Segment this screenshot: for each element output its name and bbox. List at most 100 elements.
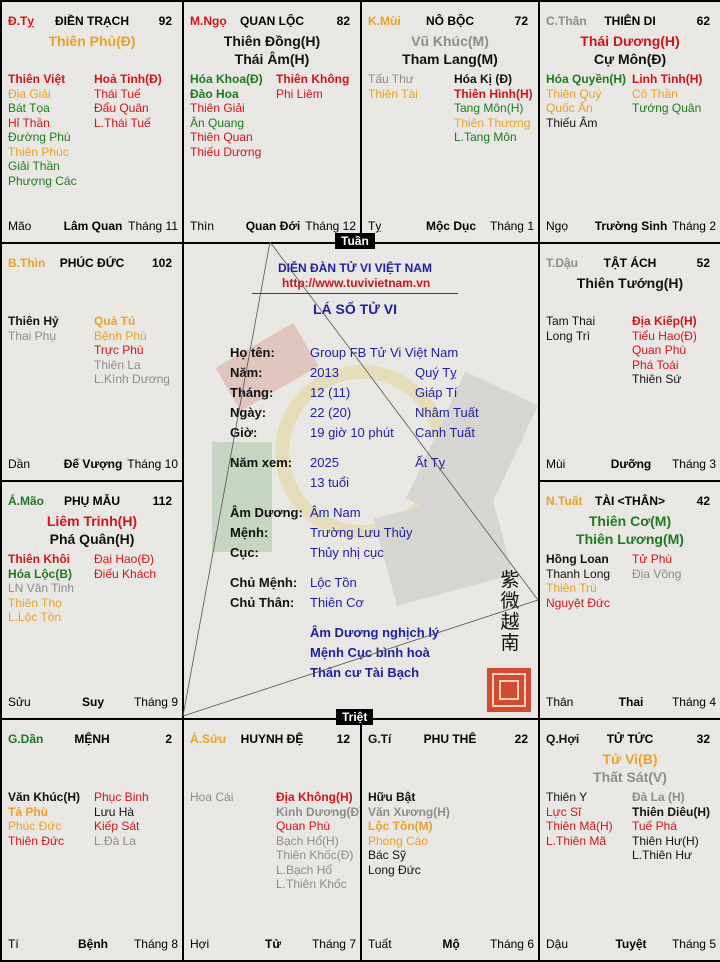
main-star: Cự Môn(Đ) [593, 51, 667, 67]
minor-star: Thiếu Âm [546, 115, 598, 130]
left-star-list: Tấu Thư Thiên Tài [368, 72, 418, 101]
minor-star: Thiên Giải [190, 101, 245, 115]
minor-star: Bệnh Phù [94, 328, 147, 343]
minor-star: Thiếu Dương [190, 144, 262, 159]
minor-star: L.Thái Tuế [94, 115, 151, 130]
minor-star: Đà La (H) [632, 790, 685, 804]
palace-header: NÔ BỘC K.Mùi 72 [368, 14, 532, 30]
month: Tháng 8 [133, 937, 178, 951]
left-star-list: Hóa Khoa(Đ) Đào Hoa Thiên Giải Ân Quang Thiê… [190, 72, 263, 159]
info-value: 2013 [310, 365, 339, 380]
info-label: Họ tên: [230, 345, 275, 360]
palace-age: 72 [514, 14, 528, 28]
month: Tháng 5 [671, 937, 716, 951]
earthly-branch: Dần [8, 457, 31, 471]
palace-footer: Thai Thân Tháng 4 [546, 695, 716, 710]
minor-star: Bạch Hổ(H) [276, 833, 339, 848]
palace-footer: Trường Sinh Ngọ Tháng 2 [546, 219, 716, 234]
palace-cell[interactable]: PHÚC ĐỨC B.Thìn 102 Thiên Hỷ Thai Phụ Quả Tú B… [0, 242, 184, 482]
info-value: Âm Nam [310, 505, 361, 520]
can-chi: Á.Mão [8, 494, 44, 508]
palace-cell[interactable]: ĐIỀN TRẠCH Đ.Tỵ 92 Thiên Phủ(Đ) Thiên Việt Đị… [0, 0, 184, 244]
can-chi: G.Tí [368, 732, 392, 746]
forum-url[interactable]: http://www.tuvivietnam.vn [282, 276, 431, 290]
palace-name: HUYNH ĐỆ [240, 732, 304, 746]
palace-header: MỆNH G.Dần 2 [8, 732, 176, 748]
right-star-list: Tử Phù Địa Võng [632, 552, 681, 581]
minor-star: Quốc Ấn [546, 101, 593, 115]
minor-star: Thiên Sứ [632, 372, 682, 386]
earthly-branch: Sửu [8, 695, 31, 709]
palace-cell[interactable]: TẬT ÁCH T.Dậu 52 Thiên Tướng(H) Tam Thai Long… [538, 242, 720, 482]
can-chi: B.Thìn [8, 256, 46, 270]
minor-star: Phá Toái [632, 357, 679, 372]
earthly-branch: Thìn [190, 219, 215, 233]
palace-age: 42 [696, 494, 710, 508]
minor-star: Thiên Không [276, 72, 350, 86]
minor-star: Hóa Khoa(Đ) [190, 72, 263, 86]
minor-star: L.Thiên Mã [546, 833, 607, 848]
minor-star: Bác Sỹ [368, 848, 407, 862]
right-star-list: Hoả Tinh(Đ) Thái Tuế Đẩu Quân L.Thái Tuế [94, 72, 162, 130]
can-chi: Q.Hợi [546, 732, 580, 746]
life-stage: Mộ [442, 937, 460, 951]
palace-footer: Quan Đới Thìn Tháng 12 [190, 219, 356, 234]
main-star: Thiên Phủ(Đ) [48, 33, 136, 49]
minor-star: Địa Võng [632, 566, 682, 581]
minor-star: Đào Hoa [190, 86, 239, 101]
palace-cell[interactable]: TÀI <THÂN> N.Tuất 42 Thiên Cơ(M) Thiên Lương… [538, 480, 720, 720]
palace-cell[interactable]: QUAN LỘC M.Ngọ 82 Thiên Đồng(H) Thái Âm(H) Hó… [182, 0, 362, 244]
month: Tháng 9 [133, 695, 178, 709]
minor-star: Tướng Quân [632, 101, 702, 115]
minor-star: Tang Môn(H) [454, 101, 524, 115]
minor-star: Lực Sĩ [546, 804, 582, 819]
main-star: Tử Vi(B) [602, 751, 658, 767]
minor-star: Thiên Mã(H) [546, 819, 613, 833]
info-label: Mệnh: [230, 525, 269, 540]
palace-name: QUAN LỘC [240, 14, 304, 28]
palace-cell[interactable]: HUYNH ĐỆ Á.Sửu 12 Hoa Cái Địa Không(H) Kình D… [182, 718, 364, 962]
palace-name: ĐIỀN TRẠCH [55, 14, 129, 28]
main-star: Thiên Đồng(H) [223, 33, 321, 49]
main-star: Thiên Lương(M) [576, 531, 684, 547]
main-star: Thiên Tướng(H) [576, 275, 684, 291]
left-star-list: Văn Khúc(H) Tả Phù Phúc Đức Thiên Đức [8, 790, 80, 848]
minor-star: Thiên Tài [368, 86, 418, 101]
earthly-branch: Tí [8, 937, 19, 951]
main-star: Thất Sát(V) [593, 769, 667, 785]
info-label: Ngày: [230, 405, 267, 420]
left-star-list: Hồng Loan Thanh Long Thiên Trù Nguyệt Đức [546, 552, 610, 610]
minor-star: Lưu Hà [94, 804, 135, 819]
minor-star: Phong Cáo [368, 833, 429, 848]
palace-cell[interactable]: THIÊN DI C.Thân 62 Thái Dương(H) Cự Môn(Đ) Hó… [538, 0, 720, 244]
palace-cell[interactable]: PHỤ MẪU Á.Mão 112 Liêm Trinh(H) Phá Quân(H) T… [0, 480, 184, 720]
minor-star: Tử Phù [632, 552, 673, 566]
month: Tháng 7 [311, 937, 356, 951]
minor-star: Thiên Quan [190, 130, 253, 144]
minor-star: Tiểu Hao(Đ) [632, 328, 697, 343]
palace-age: 52 [696, 256, 710, 270]
minor-star: L.Tang Môn [454, 130, 517, 144]
forum-name: DIỄN ĐÀN TỬ VI VIỆT NAM [278, 261, 432, 275]
minor-star: Hóa Quyền(H) [546, 72, 627, 86]
minor-star: Thiên Diêu(H) [632, 804, 710, 819]
palace-cell[interactable]: MỆNH G.Dần 2 Văn Khúc(H) Tả Phù Phúc Đức Thiên… [0, 718, 184, 962]
left-star-list: Tam Thai Long Trì [546, 314, 595, 343]
minor-star: Thiên Y [546, 790, 588, 804]
minor-star: Địa Giải [8, 86, 51, 101]
main-stars: Thiên Tướng(H) [540, 274, 720, 292]
palace-footer: Dưỡng Mùi Tháng 3 [546, 457, 716, 472]
left-star-list: Thiên Y Lực Sĩ Thiên Mã(H) L.Thiên Mã [546, 790, 613, 848]
minor-star: Thiên Khôi [8, 552, 70, 566]
left-star-list: Thiên Khôi Hóa Lộc(B) LN Văn Tinh Thiên Thọ… [8, 552, 74, 625]
minor-star: Tam Thai [546, 314, 596, 328]
palace-cell[interactable]: NÔ BỘC K.Mùi 72 Vũ Khúc(M) Tham Lang(M) Tấu T… [360, 0, 540, 244]
minor-star: Thái Tuế [94, 86, 141, 101]
palace-footer: Mộc Dục Tỵ Tháng 1 [368, 219, 534, 234]
palace-cell[interactable]: PHU THÊ G.Tí 22 Hữu Bật Văn Xương(H) Lộc Tồn(… [360, 718, 540, 962]
main-stars: Liêm Trinh(H) Phá Quân(H) [2, 512, 182, 548]
minor-star: Phi Liêm [276, 86, 323, 101]
minor-star: Hóa Lộc(B) [8, 566, 72, 581]
minor-star: Kình Dương(Đ) [276, 804, 364, 819]
